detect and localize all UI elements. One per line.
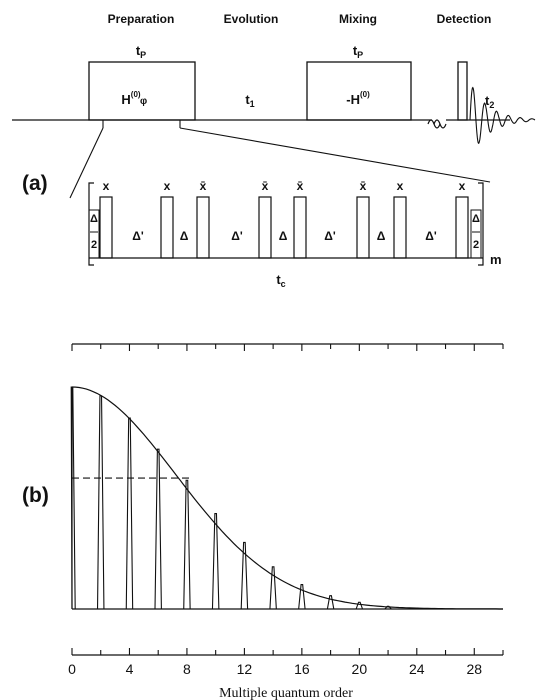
x-tick-labels: 0 4 8 12 16 20 24 28 [68, 661, 482, 677]
detection-pulse [457, 61, 468, 121]
pulse-2 [160, 196, 174, 259]
half-delay-left [88, 209, 100, 259]
mq-bar-20 [355, 601, 364, 610]
mq-bar-8 [183, 479, 191, 610]
svg-text:2: 2 [91, 239, 97, 251]
pulse-3 [196, 196, 210, 259]
mq-bar-14 [269, 566, 277, 610]
panel-b-label: (b) [22, 484, 49, 507]
repeat-label: m [490, 252, 502, 267]
panel-a-label: (a) [22, 172, 48, 195]
mq-bar-2 [96, 395, 105, 610]
pulse-phase-8: x [459, 179, 466, 193]
fid-signal [469, 86, 536, 145]
pulse-phase-3: x̄ [200, 179, 207, 193]
x-tick-label-24: 24 [409, 661, 425, 677]
phase-preparation: Preparation [108, 12, 175, 26]
x-tick-label-20: 20 [352, 661, 368, 677]
pulse-8 [455, 196, 469, 259]
pulse-train [99, 196, 469, 259]
x-tick-label-28: 28 [466, 661, 482, 677]
svg-text:Δ: Δ [90, 213, 98, 225]
mixing-hamiltonian-label: -H(0) [346, 90, 370, 107]
mq-bar-18 [326, 595, 335, 610]
svg-text:2: 2 [473, 239, 479, 251]
cycle-time-label: tc [276, 272, 285, 289]
bottom-tick-ruler [71, 648, 504, 656]
preparation-hamiltonian-label: H(0) [121, 90, 141, 107]
zoom-line-left [69, 127, 104, 199]
pulse-phase-1: x [103, 179, 110, 193]
delay-3: Δ' [231, 229, 243, 243]
pulse-7 [393, 196, 407, 259]
evolution-time-label: t1 [245, 92, 254, 109]
panel-b: (b) 0 4 8 12 16 20 24 28 Multiple quantum order [22, 343, 504, 700]
gaussian-envelope [71, 386, 503, 610]
mixing-time-label: tP [353, 43, 363, 60]
x-axis-label: Multiple quantum order [219, 686, 353, 700]
phase-mixing: Mixing [339, 12, 377, 26]
pulse-phase-5: x̄ [297, 179, 304, 193]
half-delay-right [470, 209, 482, 259]
mq-bar-16 [298, 584, 306, 610]
mq-bar-12 [240, 541, 249, 610]
delay-7: Δ' [425, 229, 437, 243]
pulse-1 [99, 196, 113, 259]
delay-4: Δ [279, 229, 288, 243]
x-tick-label-0: 0 [68, 661, 76, 677]
pulse-5 [293, 196, 307, 259]
mq-bars [70, 386, 421, 610]
pulse-phase-7: x [397, 179, 404, 193]
pulse-phase-4: x̄ [262, 179, 269, 193]
detection-time-label: t2 [485, 93, 494, 110]
phase-evolution: Evolution [224, 12, 279, 26]
delay-5: Δ' [324, 229, 336, 243]
pulse-4 [258, 196, 272, 259]
pulse-phase-2: x [164, 179, 171, 193]
x-tick-label-16: 16 [294, 661, 310, 677]
delay-2: Δ [180, 229, 189, 243]
svg-text:Δ: Δ [472, 213, 480, 225]
delay-6: Δ [377, 229, 386, 243]
x-tick-label-8: 8 [183, 661, 191, 677]
phase-detection: Detection [437, 12, 492, 26]
preparation-time-label: tP [136, 43, 146, 60]
x-tick-label-12: 12 [237, 661, 253, 677]
cycle-bracket-right [478, 182, 484, 266]
pulse-6 [356, 196, 370, 259]
pulse-phase-6: x̄ [360, 179, 367, 193]
x-tick-label-4: 4 [126, 661, 134, 677]
mixing-block [306, 61, 412, 121]
preparation-block [88, 61, 196, 121]
mq-bar-4 [125, 417, 134, 610]
top-tick-ruler [71, 343, 504, 351]
mq-bar-10 [211, 512, 220, 610]
zoom-line-right [179, 127, 491, 183]
panel-a: (a) Preparation Evolution Mixing Detecti… [12, 12, 536, 289]
mq-bar-6 [154, 448, 162, 610]
delay-1: Δ' [132, 229, 144, 243]
preparation-phase-subscript: φ [140, 96, 147, 107]
